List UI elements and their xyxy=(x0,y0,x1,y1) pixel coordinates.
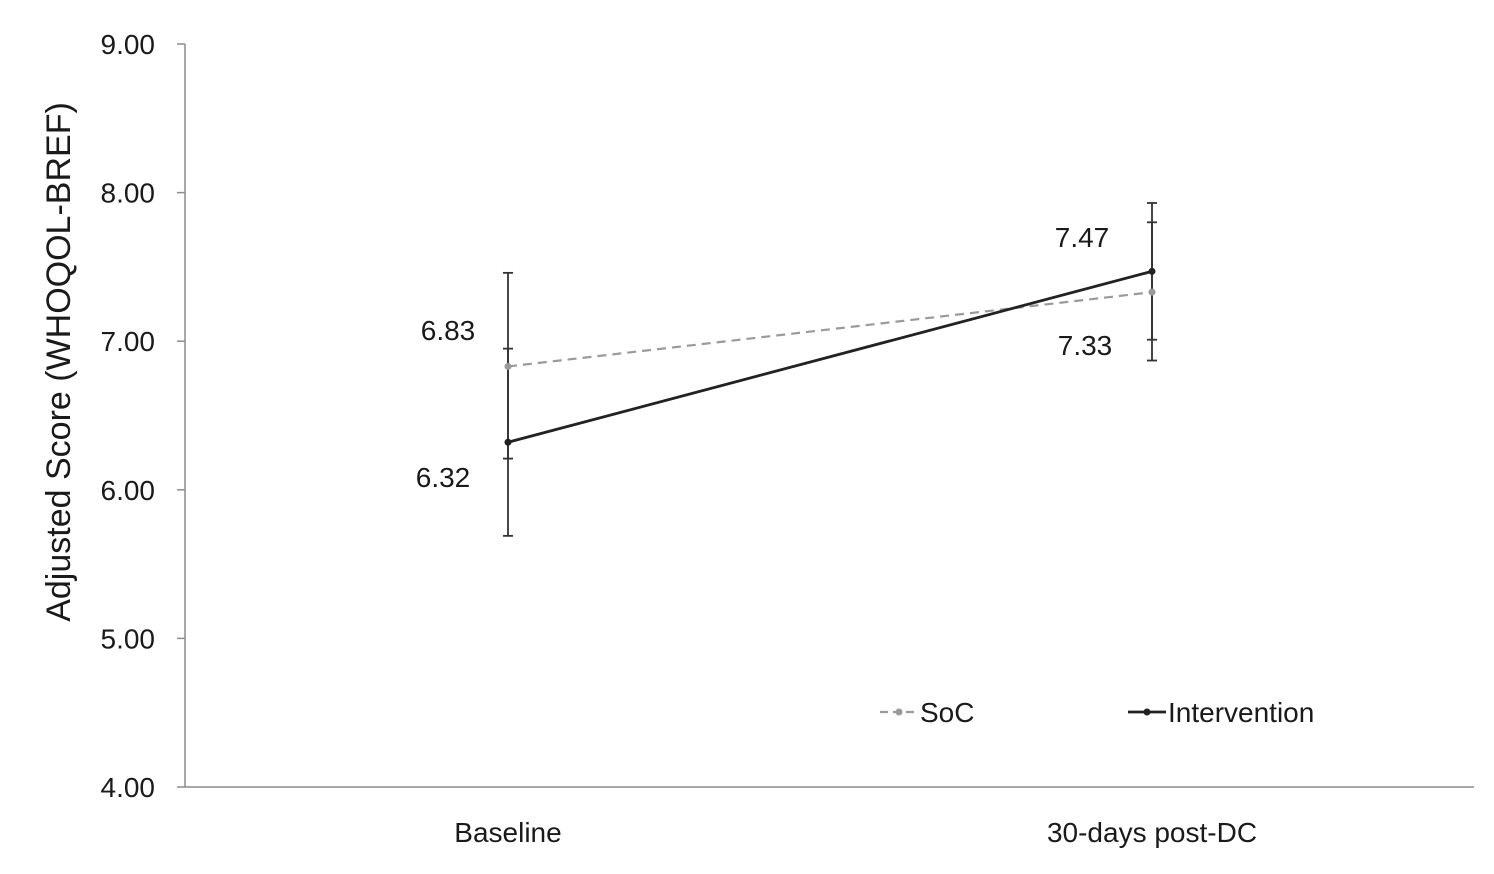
data-label: 6.83 xyxy=(421,315,476,346)
legend-marker xyxy=(895,708,903,716)
series-line-intervention xyxy=(507,270,1153,444)
series-lines xyxy=(507,270,1153,444)
y-tick-label: 6.00 xyxy=(101,475,156,506)
series-points xyxy=(504,267,1156,446)
y-axis-label: Adjusted Score (WHOQOL-BREF) xyxy=(40,102,78,622)
axes xyxy=(177,43,1474,788)
y-tick-label: 5.00 xyxy=(101,623,156,654)
data-label: 7.33 xyxy=(1058,330,1113,361)
legend: SoC Intervention xyxy=(880,697,1314,728)
legend-label-soc: SoC xyxy=(920,697,974,728)
x-tick-label: Baseline xyxy=(454,817,561,848)
data-point-intervention xyxy=(504,438,512,446)
y-tick-labels: 4.00 5.00 6.00 7.00 8.00 9.00 xyxy=(101,29,156,803)
x-tick-label: 30-days post-DC xyxy=(1047,817,1257,848)
legend-marker xyxy=(1143,708,1151,716)
x-tick-labels: Baseline 30-days post-DC xyxy=(454,817,1257,848)
y-tick-label: 4.00 xyxy=(101,772,156,803)
y-tick-label: 7.00 xyxy=(101,326,156,357)
series-line-soc xyxy=(507,291,1153,368)
legend-label-intervention: Intervention xyxy=(1168,697,1314,728)
data-label: 7.47 xyxy=(1055,222,1110,253)
data-label: 6.32 xyxy=(416,462,471,493)
data-point-soc xyxy=(1148,288,1156,296)
y-tick-label: 9.00 xyxy=(101,29,156,60)
data-point-intervention xyxy=(1148,267,1156,275)
data-point-soc xyxy=(504,362,512,370)
data-labels: 6.83 6.32 7.47 7.33 xyxy=(416,222,1113,493)
y-tick-label: 8.00 xyxy=(101,178,156,209)
